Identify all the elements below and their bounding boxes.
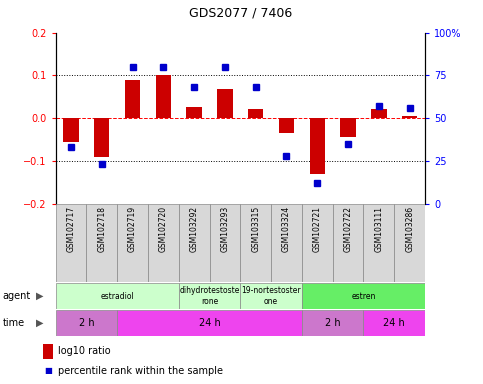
Text: GDS2077 / 7406: GDS2077 / 7406 [189, 6, 292, 19]
Bar [63, 118, 79, 142]
Bar [310, 118, 325, 174]
Bar [364, 204, 394, 282]
Bar [248, 109, 263, 118]
Text: estren: estren [351, 291, 376, 301]
Text: time: time [2, 318, 25, 328]
Bar [217, 89, 233, 118]
Bar [364, 310, 425, 336]
Text: GSM103315: GSM103315 [251, 206, 260, 252]
Bar [302, 310, 364, 336]
Text: agent: agent [2, 291, 30, 301]
Bar [179, 283, 240, 309]
Text: 24 h: 24 h [384, 318, 405, 328]
Text: estradiol: estradiol [100, 291, 134, 301]
Text: 19-nortestoster
one: 19-nortestoster one [242, 286, 301, 306]
Bar [179, 204, 210, 282]
Bar [302, 204, 333, 282]
Bar [394, 204, 425, 282]
Text: ■: ■ [44, 366, 52, 375]
Bar [56, 283, 179, 309]
Bar [156, 74, 171, 118]
Text: GSM102720: GSM102720 [159, 206, 168, 252]
Text: GSM102722: GSM102722 [343, 206, 353, 252]
Bar [240, 283, 302, 309]
Text: 2 h: 2 h [79, 318, 94, 328]
Bar [302, 283, 425, 309]
Bar [117, 204, 148, 282]
Bar [279, 118, 294, 133]
Bar [94, 118, 110, 157]
Text: 2 h: 2 h [325, 318, 341, 328]
Bar [148, 204, 179, 282]
Bar [56, 204, 86, 282]
Bar [117, 310, 302, 336]
Text: GSM103292: GSM103292 [190, 206, 199, 252]
Bar [186, 108, 202, 118]
Text: GSM103293: GSM103293 [220, 206, 229, 252]
Text: GSM102719: GSM102719 [128, 206, 137, 252]
Text: GSM102721: GSM102721 [313, 206, 322, 252]
Bar [371, 109, 386, 118]
Text: dihydrotestoste
rone: dihydrotestoste rone [179, 286, 240, 306]
Text: GSM102718: GSM102718 [97, 206, 106, 252]
Text: ▶: ▶ [36, 318, 43, 328]
Text: GSM103286: GSM103286 [405, 206, 414, 252]
Text: GSM103324: GSM103324 [282, 206, 291, 252]
Bar [402, 116, 417, 118]
Text: GSM102717: GSM102717 [67, 206, 75, 252]
Text: ▶: ▶ [36, 291, 43, 301]
Bar [341, 118, 356, 137]
Bar [125, 79, 140, 118]
Text: GSM103111: GSM103111 [374, 206, 384, 252]
Text: percentile rank within the sample: percentile rank within the sample [58, 366, 223, 376]
Bar [56, 310, 117, 336]
Bar [333, 204, 364, 282]
Bar [86, 204, 117, 282]
Text: log10 ratio: log10 ratio [58, 346, 111, 356]
Bar [210, 204, 240, 282]
Text: 24 h: 24 h [199, 318, 220, 328]
Bar [271, 204, 302, 282]
Bar [240, 204, 271, 282]
